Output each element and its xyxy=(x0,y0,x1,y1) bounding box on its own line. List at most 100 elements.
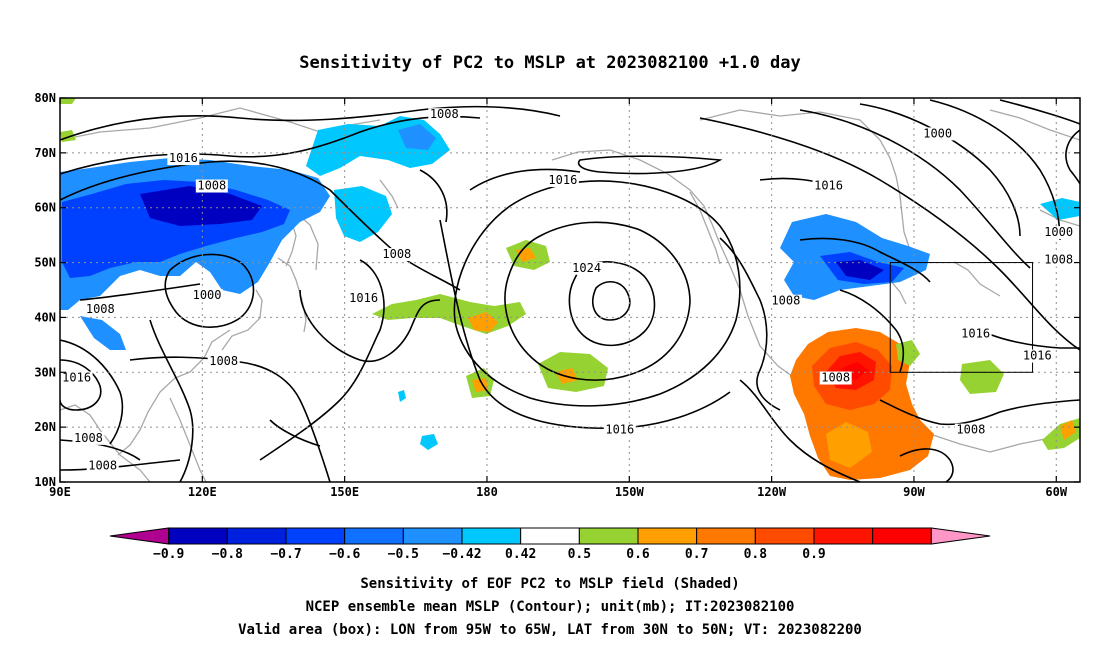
colorbar-label: 0.9 xyxy=(802,547,825,562)
colorbar xyxy=(109,527,991,545)
contour-label-bg xyxy=(546,174,579,188)
contour-label: 1008 xyxy=(88,458,117,472)
axis-ticks xyxy=(59,97,1080,483)
contour-label: 1000 xyxy=(193,288,222,302)
colorbar-swatch xyxy=(637,527,698,545)
map-panel: 1008 1016 1008 1016 1016 1000 1024 1008 1016 1000… xyxy=(34,91,1081,499)
longitude-labels: 90E 120E 150E 180 150W 120W 90W 60W xyxy=(49,485,1068,499)
contour-label-bg xyxy=(84,302,117,316)
figure-title: Sensitivity of PC2 to MSLP at 2023082100… xyxy=(299,53,801,73)
lat-tick-label: 10N xyxy=(34,475,56,489)
colorbar-label: −0.6 xyxy=(329,547,360,562)
colorbar-swatch xyxy=(168,527,228,545)
colorbar-end-triangle xyxy=(109,527,170,545)
colorbar-swatch xyxy=(226,527,287,545)
contour-label: 1008 xyxy=(382,247,411,261)
contour-label: 1016 xyxy=(62,371,91,385)
colorbar-labels: −0.9 −0.8 −0.7 −0.6 −0.5 −0.42 0.42 0.5 0.6 0.7 0.… xyxy=(153,547,826,562)
contour-label-bg xyxy=(191,289,224,303)
contour-label: 1008 xyxy=(1044,253,1073,267)
contour-label: 1024 xyxy=(572,261,601,275)
caption-line-1: Sensitivity of EOF PC2 to MSLP field (Sh… xyxy=(360,576,739,592)
contour-label-bg xyxy=(954,423,987,437)
colorbar-swatch xyxy=(813,527,874,545)
contour-label: 1016 xyxy=(548,173,577,187)
contour-label-bg xyxy=(167,152,200,166)
colorbar-label: 0.7 xyxy=(685,547,708,562)
caption-line-2: NCEP ensemble mean MSLP (Contour); unit(… xyxy=(306,599,795,615)
lon-tick-label: 60W xyxy=(1045,485,1067,499)
contour-label: 1016 xyxy=(349,291,378,305)
colorbar-swatch xyxy=(754,527,815,545)
contour-label-bg xyxy=(207,355,240,369)
contour-label: 1008 xyxy=(771,294,800,308)
contour-label-bg xyxy=(603,423,636,437)
contour-label-bg xyxy=(570,261,603,275)
lat-tick-label: 20N xyxy=(34,420,56,434)
contour-label: 1016 xyxy=(605,423,634,437)
colorbar-swatch xyxy=(461,527,522,545)
lat-tick-label: 60N xyxy=(34,201,56,215)
contour-label: 1008 xyxy=(209,354,238,368)
map-frame xyxy=(59,97,1081,483)
contour-label: 1008 xyxy=(86,302,115,316)
contour-label-bg xyxy=(86,459,119,473)
contour-label-bg xyxy=(812,179,845,193)
contour-label: 1008 xyxy=(956,423,985,437)
colorbar-swatch xyxy=(344,527,404,545)
contour-label-bg xyxy=(819,371,852,385)
colorbar-label: 0.8 xyxy=(744,547,768,562)
contour-label-bg xyxy=(60,371,93,385)
colorbar-label: 0.42 xyxy=(505,547,536,562)
contour-label-bg xyxy=(921,127,954,141)
colorbar-swatch xyxy=(696,527,756,545)
lon-tick-label: 120E xyxy=(188,485,217,499)
colorbar-swatch xyxy=(578,527,639,545)
lon-tick-label: 180 xyxy=(476,485,498,499)
contour-label: 1008 xyxy=(430,107,459,121)
contour-label-bg xyxy=(1021,349,1054,363)
lon-tick-label: 90W xyxy=(903,485,925,499)
contour-label-bg xyxy=(195,179,228,193)
contour-label-bg xyxy=(959,327,992,341)
contour-label: 1016 xyxy=(814,179,843,193)
contour-label: 1016 xyxy=(169,151,198,165)
contour-label-bg xyxy=(1042,226,1075,240)
lat-tick-label: 30N xyxy=(34,365,56,379)
colorbar-swatch xyxy=(285,527,346,545)
contour-label-bg xyxy=(1042,253,1075,267)
contour-label-bg xyxy=(380,248,413,262)
colorbar-swatch xyxy=(402,527,463,545)
contour-label: 1008 xyxy=(821,371,850,385)
contour-label: 1016 xyxy=(961,327,990,341)
contour-label-bg xyxy=(72,431,105,445)
contour-label: 1000 xyxy=(923,126,952,140)
lat-tick-label: 40N xyxy=(34,310,56,324)
colorbar-label: −0.9 xyxy=(153,547,184,562)
lon-tick-label: 150W xyxy=(615,485,645,499)
contour-labels: 1008 1016 1008 1016 1016 1000 1024 1008 1016 1000… xyxy=(60,107,1075,473)
valid-area-box xyxy=(889,262,1034,373)
latitude-labels: 80N 70N 60N 50N 40N 30N 20N 10N xyxy=(34,91,56,489)
contour-label: 1008 xyxy=(197,179,226,193)
colorbar-swatch xyxy=(520,527,580,545)
lon-tick-label: 90E xyxy=(49,485,71,499)
caption-line-3: Valid area (box): LON from 95W to 65W, L… xyxy=(238,622,862,638)
sensitivity-shading xyxy=(60,98,1080,480)
contour-label: 1008 xyxy=(74,431,103,445)
colorbar-label: −0.5 xyxy=(388,547,419,562)
contour-label: 1000 xyxy=(1044,225,1073,239)
colorbar-label: −0.8 xyxy=(212,547,243,562)
lat-tick-label: 70N xyxy=(34,146,56,160)
colorbar-label: 0.6 xyxy=(626,547,650,562)
contour-label-bg xyxy=(428,108,461,122)
lon-tick-label: 120W xyxy=(757,485,787,499)
contour-label-bg xyxy=(769,294,802,308)
colorbar-label: 0.5 xyxy=(568,547,591,562)
lon-tick-label: 150E xyxy=(330,485,359,499)
colorbar-label: −0.7 xyxy=(270,547,301,562)
contour-label: 1016 xyxy=(1023,349,1052,363)
colorbar-label: −0.42 xyxy=(442,547,481,562)
lat-tick-label: 80N xyxy=(34,91,56,105)
